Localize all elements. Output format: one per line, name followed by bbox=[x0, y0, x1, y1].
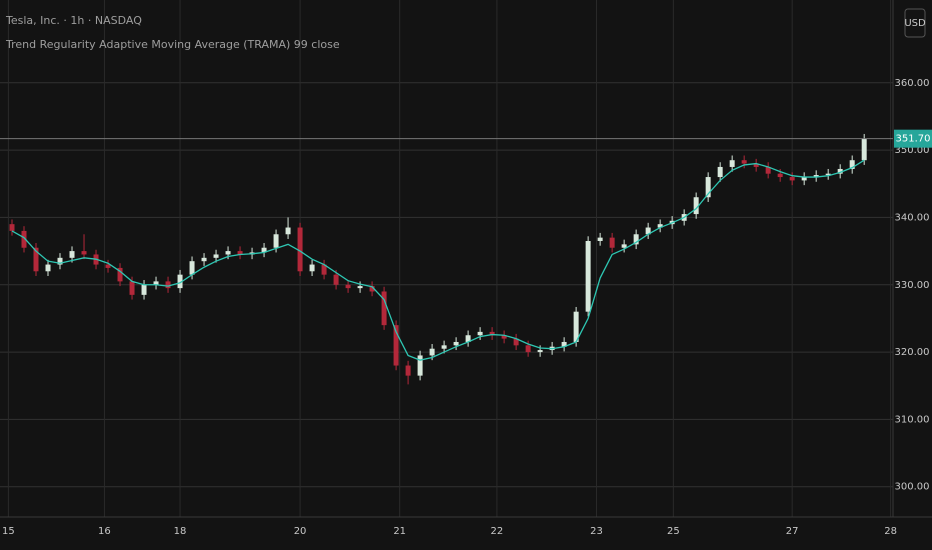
candle-body bbox=[801, 177, 807, 181]
candle-body bbox=[153, 281, 159, 285]
candle-body bbox=[597, 237, 603, 241]
candle-body bbox=[561, 341, 567, 347]
candle-body bbox=[465, 335, 471, 342]
candle-body bbox=[81, 251, 87, 255]
candle-body bbox=[537, 350, 543, 353]
currency-button[interactable] bbox=[904, 8, 926, 38]
candle-body bbox=[609, 237, 615, 248]
candle-body bbox=[333, 274, 339, 285]
candle-body bbox=[489, 331, 495, 336]
candle-body bbox=[261, 247, 267, 253]
currency-label: USD bbox=[904, 18, 926, 29]
candle-body bbox=[753, 163, 759, 167]
candle-body bbox=[405, 365, 411, 376]
y-tick-label: 360.00 bbox=[895, 78, 930, 89]
candle-body bbox=[741, 160, 747, 164]
y-tick-label: 310.00 bbox=[895, 414, 930, 425]
candle-body bbox=[705, 177, 711, 198]
last-price-label: 351.70 bbox=[896, 134, 931, 145]
candle-body bbox=[525, 345, 531, 353]
candle-body bbox=[369, 286, 375, 292]
candle-body bbox=[45, 264, 51, 272]
candle-body bbox=[345, 284, 351, 289]
y-tick-label: 340.00 bbox=[895, 212, 930, 223]
chart-title: Tesla, Inc. · 1h · NASDAQ bbox=[5, 14, 142, 27]
candle-body bbox=[21, 230, 27, 248]
candle-body bbox=[717, 166, 723, 178]
candle-body bbox=[117, 267, 123, 282]
candle-body bbox=[393, 325, 399, 366]
y-tick-label: 300.00 bbox=[895, 482, 930, 493]
candle-body bbox=[189, 261, 195, 275]
candle-body bbox=[201, 257, 207, 262]
candle-body bbox=[861, 138, 867, 161]
candle-body bbox=[813, 175, 819, 178]
candle-body bbox=[501, 335, 507, 339]
x-tick-label: 16 bbox=[98, 526, 111, 537]
candle-body bbox=[849, 160, 855, 169]
candle-body bbox=[33, 247, 39, 272]
candle-body bbox=[621, 244, 627, 248]
candle-body bbox=[213, 254, 219, 258]
x-tick-label: 25 bbox=[667, 526, 680, 537]
candle-body bbox=[357, 286, 363, 289]
candle-body bbox=[321, 264, 327, 275]
last-price-badge bbox=[894, 129, 932, 148]
candle-body bbox=[381, 291, 387, 326]
candle-body bbox=[513, 338, 519, 346]
candle-body bbox=[777, 173, 783, 178]
indicator-label: Trend Regularity Adaptive Moving Average… bbox=[5, 38, 340, 51]
x-tick-label: 22 bbox=[491, 526, 504, 537]
candle-body bbox=[453, 341, 459, 346]
candle-body bbox=[645, 227, 651, 235]
x-tick-label: 27 bbox=[786, 526, 799, 537]
x-tick-label: 15 bbox=[2, 526, 15, 537]
candle-body bbox=[573, 311, 579, 342]
y-tick-label: 320.00 bbox=[895, 347, 930, 358]
candle-body bbox=[309, 264, 315, 272]
candle-body bbox=[69, 251, 75, 258]
candle-body bbox=[105, 264, 111, 268]
x-tick-label: 28 bbox=[884, 526, 897, 537]
y-tick-label: 330.00 bbox=[895, 280, 930, 291]
candle-body bbox=[225, 251, 231, 255]
candle-body bbox=[789, 177, 795, 181]
candle-body bbox=[429, 348, 435, 356]
plot bbox=[9, 133, 867, 385]
candle-body bbox=[441, 345, 447, 349]
candle-body bbox=[57, 257, 63, 265]
candle-body bbox=[837, 168, 843, 174]
candle-body bbox=[9, 224, 15, 231]
candle-body bbox=[657, 224, 663, 228]
candle-body bbox=[477, 331, 483, 336]
candle-body bbox=[633, 234, 639, 245]
x-tick-label: 21 bbox=[393, 526, 406, 537]
candle-body bbox=[417, 355, 423, 376]
x-tick-label: 20 bbox=[294, 526, 307, 537]
candle-body bbox=[273, 234, 279, 248]
x-tick-label: 23 bbox=[590, 526, 603, 537]
candle-body bbox=[825, 173, 831, 176]
candle-body bbox=[237, 251, 243, 255]
x-tick-label: 18 bbox=[174, 526, 187, 537]
candle-body bbox=[129, 281, 135, 295]
candle-body bbox=[141, 284, 147, 295]
candle-body bbox=[729, 160, 735, 167]
candle-body bbox=[693, 197, 699, 215]
candle-body bbox=[165, 281, 171, 289]
candle-body bbox=[177, 274, 183, 289]
y-tick-label: 350.00 bbox=[895, 145, 930, 156]
candle-body bbox=[297, 227, 303, 272]
candle-body bbox=[285, 227, 291, 235]
moving-average-line bbox=[11, 159, 865, 361]
candle-body bbox=[765, 166, 771, 174]
candle-body bbox=[585, 240, 591, 312]
